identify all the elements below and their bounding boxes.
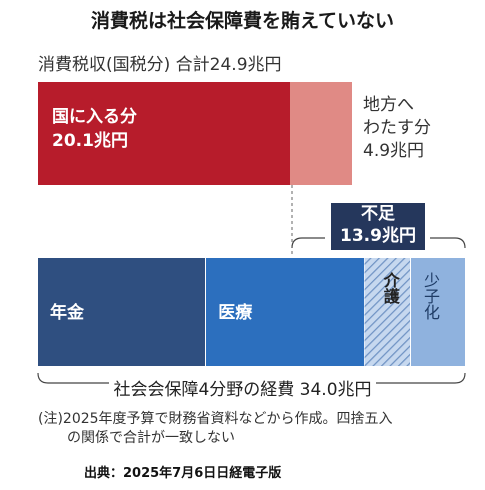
bar-care [364, 258, 410, 366]
bar-national-share: 国に入る分 20.1兆円 [38, 82, 291, 185]
bar-medical: 医療 [206, 258, 364, 366]
tax-revenue-caption: 消費税収(国税分) 合計24.9兆円 [38, 55, 282, 75]
footnote-line1: (注)2025年度予算で財務省資料などから作成。四捨五入 [38, 411, 393, 427]
care-label: 介護 [380, 272, 400, 304]
children-label: 少子化 [420, 272, 440, 320]
chart-title: 消費税は社会保障費を賄えていない [90, 10, 395, 32]
bar-pension: 年金 [38, 258, 206, 366]
local-share-label-line1: 地方へ [363, 95, 414, 115]
local-share-label-line2: わたす分 [363, 118, 431, 138]
deficit-bracket-left [291, 237, 325, 249]
deficit-label: 不足 [361, 204, 395, 224]
local-share-label: 地方へ わたす分 4.9兆円 [363, 94, 431, 163]
pension-label: 年金 [50, 303, 84, 323]
bar-local-share [290, 82, 352, 185]
medical-label: 医療 [218, 303, 253, 323]
footnote-line2: の関係で合計が一致しない [67, 430, 235, 446]
deficit-badge: 不足 13.9兆円 [331, 203, 425, 250]
deficit-bracket-right [430, 237, 466, 249]
social-security-caption: 社会会保障4分野の経費 34.0兆円 [0, 375, 485, 400]
national-share-value: 20.1兆円 [52, 131, 128, 151]
footnote: (注)2025年度予算で財務省資料などから作成。四捨五入 の関係で合計が一致しな… [38, 410, 478, 448]
local-share-value: 4.9兆円 [363, 141, 425, 161]
social-security-caption-text: 社会会保障4分野の経費 34.0兆円 [109, 380, 376, 400]
national-share-label: 国に入る分 [52, 107, 137, 127]
deficit-value: 13.9兆円 [340, 226, 416, 246]
source-credit: 出典：2025年7月6日日経電子版 [84, 466, 282, 481]
bar-children: 少子化 [410, 258, 465, 366]
